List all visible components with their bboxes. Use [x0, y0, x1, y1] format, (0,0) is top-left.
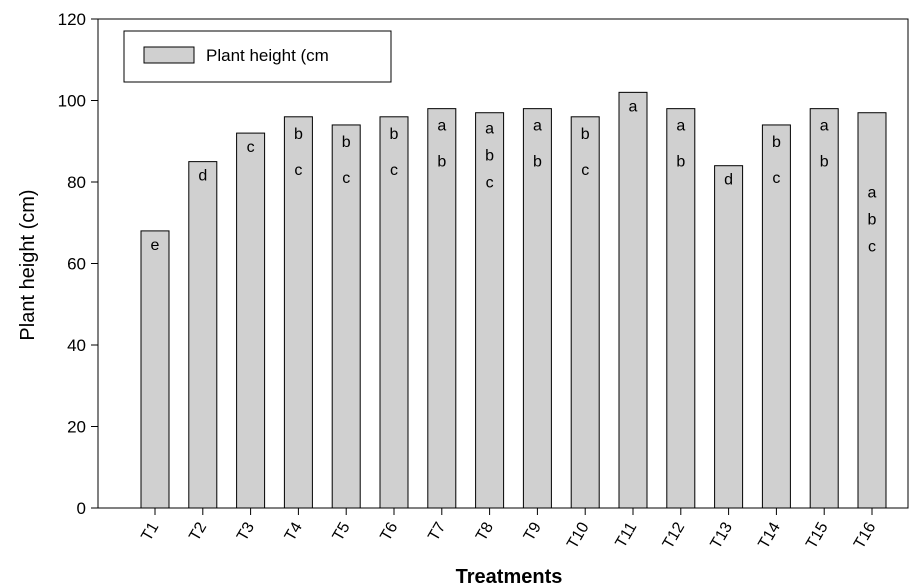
significance-letter: b [772, 134, 781, 151]
significance-letter: b [294, 126, 303, 143]
bar-T7 [427, 108, 457, 509]
significance-letter: e [151, 237, 160, 254]
significance-letter: b [390, 126, 399, 143]
bar-T6 [379, 116, 409, 509]
y-tick-label: 100 [58, 92, 86, 111]
bar-T13 [714, 165, 744, 509]
x-tick-label-T13: T13 [708, 519, 737, 551]
significance-letter: a [868, 185, 877, 202]
significance-letter: a [676, 118, 685, 135]
significance-letter: c [342, 170, 350, 187]
significance-letter: c [247, 139, 255, 156]
x-tick-label-T1: T1 [138, 519, 162, 544]
x-tick-label-T2: T2 [186, 519, 210, 544]
x-tick-label-T12: T12 [660, 519, 689, 551]
significance-letter: c [390, 162, 398, 179]
x-tick-label-T6: T6 [377, 519, 401, 544]
x-tick-label-T11: T11 [613, 519, 641, 550]
y-tick-label: 40 [67, 336, 86, 355]
bar-T9 [522, 108, 552, 509]
bar-T8 [475, 112, 505, 509]
x-tick-label-T9: T9 [521, 519, 545, 544]
bar-T16 [857, 112, 887, 509]
x-tick-label-T4: T4 [282, 519, 306, 544]
significance-letter: c [868, 239, 876, 256]
significance-letter: a [820, 118, 829, 135]
significance-letter: d [198, 168, 207, 185]
y-tick-label: 60 [67, 255, 86, 274]
significance-letter: a [437, 118, 446, 135]
x-tick-label-T8: T8 [473, 519, 497, 544]
significance-letter: b [533, 154, 542, 171]
x-tick-label-T7: T7 [425, 519, 449, 544]
significance-letter: d [724, 172, 733, 189]
bar-T3 [236, 132, 266, 509]
significance-letter: b [676, 154, 685, 171]
legend-label: Plant height (cm [206, 46, 329, 65]
significance-letter: b [342, 134, 351, 151]
x-tick-label-T3: T3 [234, 519, 258, 544]
x-tick-label-T5: T5 [330, 519, 354, 544]
bar-T14 [761, 124, 791, 509]
significance-letter: b [437, 154, 446, 171]
bar-T2 [188, 161, 218, 509]
y-tick-label: 80 [67, 173, 86, 192]
significance-letter: a [485, 121, 494, 138]
bar-T5 [331, 124, 361, 509]
y-axis: 0 20 40 60 80 100 120 [58, 10, 98, 518]
significance-letter: b [485, 148, 494, 165]
significance-letter: c [581, 162, 589, 179]
y-tick-label: 20 [67, 418, 86, 437]
y-axis-title: Plant height (cm) [17, 189, 39, 340]
legend: Plant height (cm [123, 30, 392, 83]
significance-letter: c [772, 170, 780, 187]
significance-letter: a [533, 118, 542, 135]
significance-letter: c [294, 162, 302, 179]
bar-T1 [140, 230, 170, 509]
y-tick-label: 120 [58, 10, 86, 29]
x-tick-label-T16: T16 [851, 519, 880, 551]
x-tick-label-T10: T10 [564, 519, 593, 551]
significance-letter: c [486, 175, 494, 192]
x-axis-title: Treatments [456, 566, 563, 587]
bar-T15 [809, 108, 839, 509]
x-tick-label-T14: T14 [755, 519, 784, 551]
bar-T4 [283, 116, 313, 509]
bar-T11 [618, 91, 648, 509]
significance-letter: a [629, 98, 638, 115]
significance-letter: b [868, 212, 877, 229]
bars [140, 91, 887, 509]
significance-letter: b [581, 126, 590, 143]
x-tick-label-T15: T15 [803, 519, 832, 551]
significance-letter: b [820, 154, 829, 171]
y-tick-label: 0 [77, 499, 86, 518]
x-axis: T1 T2 T3 T4 T5 T6 T7 T8 T9 T10 T11 T12 T13 T14 T15 T16 [138, 508, 880, 552]
legend-swatch [143, 46, 195, 64]
bar-T10 [570, 116, 600, 509]
